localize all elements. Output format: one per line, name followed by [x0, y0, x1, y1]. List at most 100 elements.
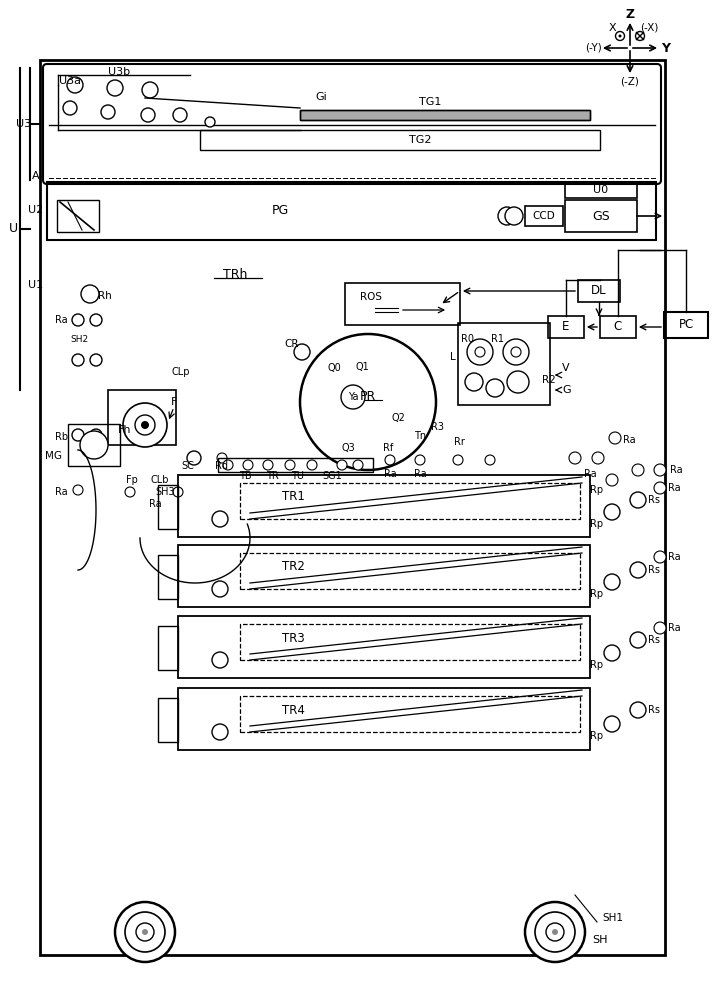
Text: X: X	[608, 23, 615, 33]
Circle shape	[552, 929, 558, 935]
Circle shape	[630, 632, 646, 648]
Circle shape	[609, 432, 621, 444]
Circle shape	[486, 379, 504, 397]
Circle shape	[385, 455, 395, 465]
Circle shape	[142, 82, 158, 98]
Text: A: A	[32, 171, 40, 181]
Circle shape	[503, 339, 529, 365]
Text: Ra: Ra	[149, 499, 161, 509]
Text: CLb: CLb	[151, 475, 169, 485]
Circle shape	[212, 581, 228, 597]
Text: Rp: Rp	[590, 660, 603, 670]
Text: TG2: TG2	[408, 135, 431, 145]
Circle shape	[285, 460, 295, 470]
Circle shape	[630, 492, 646, 508]
Bar	[565, 200, 637, 232]
Text: TR1: TR1	[281, 490, 304, 504]
Text: Rp: Rp	[590, 731, 603, 741]
Text: Q0: Q0	[327, 363, 341, 373]
Circle shape	[525, 902, 585, 962]
Bar	[240, 483, 580, 519]
Text: Ra: Ra	[668, 623, 680, 633]
Text: CLp: CLp	[172, 367, 191, 377]
Text: Q2: Q2	[391, 413, 405, 423]
Circle shape	[63, 101, 77, 115]
Circle shape	[212, 652, 228, 668]
Circle shape	[511, 347, 521, 357]
Circle shape	[217, 453, 227, 463]
Text: V: V	[562, 363, 570, 373]
Circle shape	[415, 455, 425, 465]
Bar	[548, 316, 584, 338]
Bar	[178, 616, 590, 678]
Text: Ra: Ra	[623, 435, 635, 445]
Circle shape	[205, 117, 215, 127]
Circle shape	[223, 460, 233, 470]
Circle shape	[125, 912, 165, 952]
Text: TB: TB	[238, 471, 251, 481]
Circle shape	[337, 460, 347, 470]
Bar	[240, 624, 580, 660]
Text: R2: R2	[542, 375, 555, 385]
Bar	[345, 283, 460, 325]
Bar	[565, 182, 637, 198]
Text: TU: TU	[291, 471, 304, 481]
Text: L: L	[450, 352, 456, 362]
Circle shape	[604, 716, 620, 732]
Bar	[240, 553, 580, 589]
Text: Gi: Gi	[315, 92, 327, 102]
Circle shape	[654, 622, 666, 634]
Circle shape	[125, 487, 135, 497]
Text: TG1: TG1	[419, 97, 441, 107]
Text: Rs: Rs	[648, 705, 660, 715]
Circle shape	[123, 403, 167, 447]
Text: R3: R3	[431, 422, 443, 432]
Circle shape	[243, 460, 253, 470]
Text: Ra: Ra	[383, 469, 396, 479]
Bar	[40, 60, 665, 955]
Circle shape	[90, 314, 102, 326]
Bar	[68, 424, 120, 466]
Text: SH: SH	[592, 935, 608, 945]
Bar	[158, 485, 178, 529]
Circle shape	[187, 451, 201, 465]
Text: U3b: U3b	[108, 67, 130, 77]
Circle shape	[72, 314, 84, 326]
Circle shape	[465, 373, 483, 391]
Bar	[57, 200, 99, 232]
Text: Rb: Rb	[55, 432, 68, 442]
Text: Tn: Tn	[414, 431, 426, 441]
Text: CCD: CCD	[533, 211, 555, 221]
Text: ROS: ROS	[360, 292, 382, 302]
Circle shape	[107, 80, 123, 96]
Circle shape	[173, 108, 187, 122]
Circle shape	[90, 354, 102, 366]
Circle shape	[535, 912, 575, 952]
Circle shape	[453, 455, 463, 465]
Bar	[300, 110, 590, 120]
Circle shape	[546, 923, 564, 941]
Bar	[600, 316, 636, 338]
Text: Z: Z	[625, 8, 635, 21]
Text: Ra: Ra	[413, 469, 426, 479]
Text: Ra: Ra	[56, 315, 68, 325]
Circle shape	[592, 452, 604, 464]
Text: Ra: Ra	[56, 487, 68, 497]
Bar	[158, 555, 178, 599]
Bar	[300, 110, 590, 120]
Circle shape	[635, 31, 645, 40]
Circle shape	[90, 429, 102, 441]
Text: R1: R1	[491, 334, 505, 344]
Bar	[178, 545, 590, 607]
Circle shape	[142, 929, 148, 935]
Text: Rf: Rf	[383, 443, 393, 453]
Circle shape	[654, 482, 666, 494]
Circle shape	[507, 371, 529, 393]
Circle shape	[294, 344, 310, 360]
Text: TR4: TR4	[281, 704, 304, 716]
Bar	[525, 206, 563, 226]
Circle shape	[485, 455, 495, 465]
Text: C: C	[614, 320, 622, 334]
Circle shape	[606, 474, 618, 486]
Text: G: G	[562, 385, 570, 395]
